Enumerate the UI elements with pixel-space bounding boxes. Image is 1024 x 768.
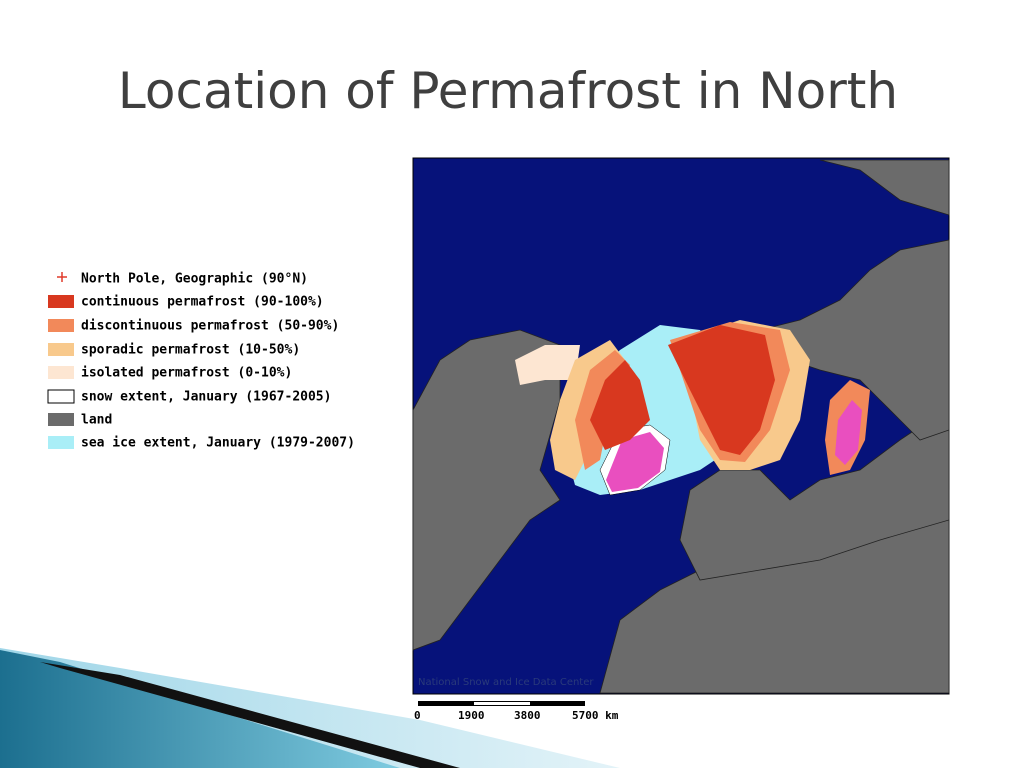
legend-label: North Pole, Geographic (90°N) [81,272,308,287]
land [412,329,561,651]
scale-bar-segment [474,702,530,705]
legend-swatch [48,295,74,308]
land [819,159,950,216]
scale-label: 3800 [514,709,541,722]
legend-swatch [48,413,74,426]
legend-swatch [48,319,74,332]
continuous-permafrost [590,360,650,450]
legend: North Pole, Geographic (90°N) continuous … [47,272,355,451]
map-credit: National Snow and Ice Data Center [418,677,594,688]
permafrost-pink [835,400,862,465]
legend-label: continuous permafrost (90-100%) [81,295,324,310]
scale-label: 1900 [458,709,485,722]
slide-title: Location of Permafrost in North [118,62,898,120]
swoosh [40,662,460,768]
legend-label: sporadic permafrost (10-50%) [81,343,300,358]
legend-swatch [48,366,74,379]
legend-label: isolated permafrost (0-10%) [81,366,292,381]
legend-swatch [48,436,74,449]
swoosh [0,650,400,768]
legend-swatch [48,343,74,356]
map: National Snow and Ice Data Center [412,157,950,695]
continuous-permafrost [668,325,775,455]
legend-label: land [81,413,112,428]
land [759,239,950,441]
scale-label: 0 [414,709,421,722]
isolated-permafrost [515,345,580,385]
scale-label: 5700 km [572,709,619,722]
greenland [606,432,664,492]
legend-label: discontinuous permafrost (50-90%) [81,319,339,334]
scale-bar: 0 1900 3800 5700 km [414,701,619,722]
legend-label: snow extent, January (1967-2005) [81,390,331,405]
legend-label: sea ice extent, January (1979-2007) [81,436,355,451]
legend-swatch [47,389,75,404]
